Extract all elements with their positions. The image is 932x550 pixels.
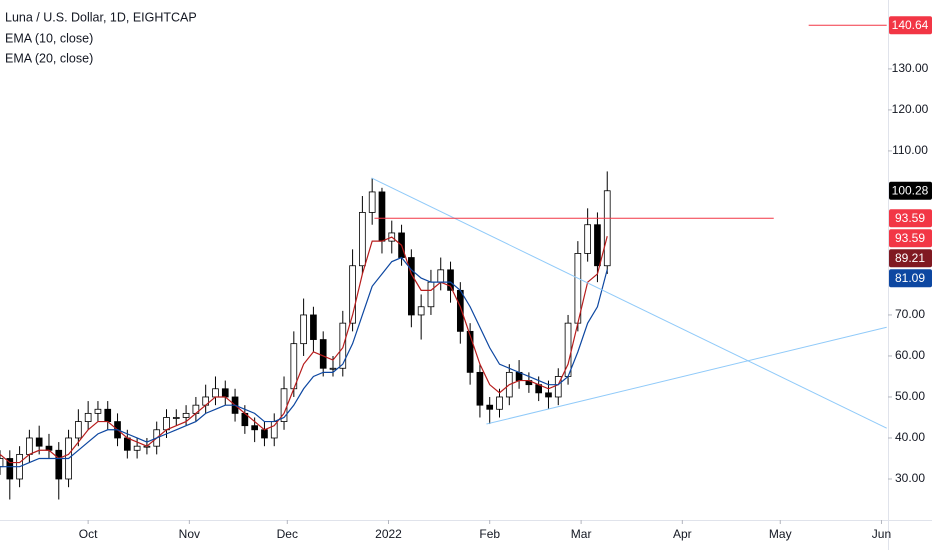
candle-body	[545, 392, 552, 398]
x-tick-label: Feb	[479, 527, 500, 541]
candle-body	[584, 224, 591, 254]
candle-body	[212, 388, 219, 398]
y-tick-label: 60.00	[895, 348, 925, 362]
y-tick-label: 50.00	[895, 389, 925, 403]
candle-body	[55, 449, 63, 480]
candle-body	[104, 408, 112, 422]
price-label-box	[889, 229, 932, 248]
candle-body	[35, 437, 43, 447]
candle-body	[447, 269, 454, 291]
ema-line	[0, 236, 608, 464]
price-label-box	[889, 16, 932, 35]
candle-body	[427, 281, 435, 308]
legend-entry: EMA (20, close)	[5, 51, 93, 65]
price-label: 93.59	[895, 211, 925, 225]
price-label-box	[889, 209, 932, 228]
candle-body	[94, 408, 102, 414]
ema-line	[0, 256, 608, 468]
candle-body	[594, 224, 601, 267]
price-label: 140.64	[892, 18, 929, 32]
candle-body	[437, 269, 445, 283]
y-tick-label: 120.00	[892, 102, 929, 116]
candle-body	[378, 191, 386, 242]
price-label-box	[889, 249, 932, 268]
y-tick-label: 130.00	[892, 61, 929, 75]
candle-body	[172, 417, 180, 419]
drawing-line	[486, 326, 887, 425]
price-label-box	[889, 181, 932, 200]
x-tick-label: Nov	[179, 527, 200, 541]
candle-body	[329, 367, 337, 370]
x-tick-label: Apr	[673, 527, 692, 541]
candle-body	[319, 339, 327, 369]
price-label: 93.59	[895, 231, 925, 245]
candle-body	[466, 330, 474, 373]
legend-entry: EMA (10, close)	[5, 31, 93, 45]
candle-body	[603, 190, 611, 267]
y-tick-label: 70.00	[895, 307, 925, 321]
candle-body	[408, 257, 415, 316]
candle-body	[310, 314, 317, 340]
price-label: 81.09	[895, 271, 925, 285]
candle-body	[476, 371, 484, 406]
candle-body	[486, 404, 494, 410]
candle-body	[349, 265, 356, 324]
drawing-line	[371, 177, 887, 429]
y-tick-label: 110.00	[892, 143, 928, 157]
candle-body	[26, 437, 33, 455]
candle-body	[359, 212, 366, 267]
x-tick-label: 2022	[375, 527, 402, 541]
candle-body	[84, 412, 92, 422]
candle-body	[368, 191, 376, 213]
y-tick-label: 40.00	[895, 430, 925, 444]
candle-body	[261, 429, 268, 439]
price-label: 100.28	[892, 183, 929, 197]
x-tick-label: Mar	[571, 527, 592, 541]
candle-body	[221, 388, 229, 398]
candle-body	[300, 314, 307, 345]
candle-body	[75, 421, 82, 439]
candle-body	[123, 437, 131, 451]
candle-body	[417, 306, 425, 316]
candle-body	[554, 376, 562, 398]
candle-body	[496, 396, 503, 410]
candle-body	[456, 289, 464, 332]
candle-body	[163, 417, 170, 431]
candle-body	[45, 445, 53, 451]
x-tick-label: May	[769, 527, 792, 541]
price-label-box	[889, 269, 932, 288]
y-tick-label: 30.00	[895, 471, 925, 485]
x-tick-label: Jun	[872, 527, 891, 541]
chart-title: Luna / U.S. Dollar, 1D, EIGHTCAP	[5, 10, 197, 24]
x-tick-label: Oct	[79, 527, 98, 541]
candle-body	[251, 425, 258, 431]
candle-body	[182, 412, 190, 418]
price-label: 89.21	[895, 251, 925, 265]
x-tick-label: Dec	[277, 527, 298, 541]
candle-body	[6, 458, 14, 480]
candle-body	[133, 445, 141, 451]
candle-body	[0, 458, 4, 468]
